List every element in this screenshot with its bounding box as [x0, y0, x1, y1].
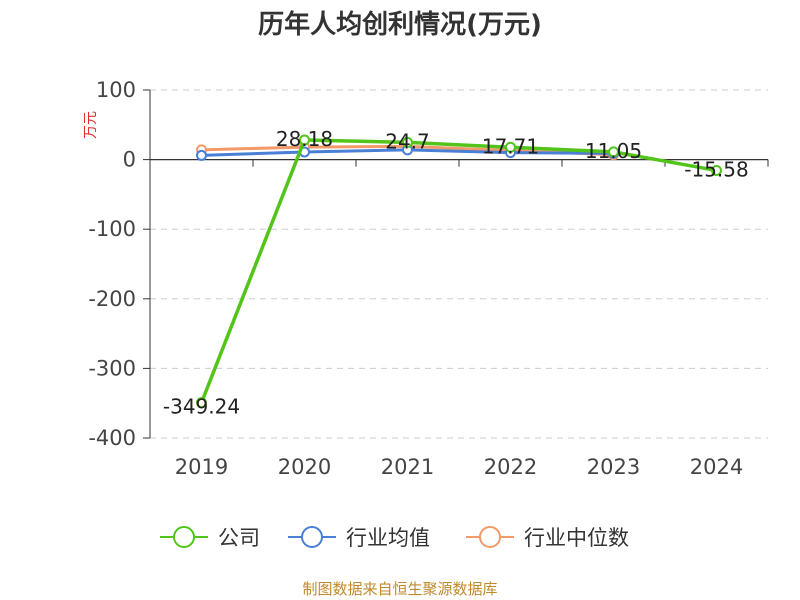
data-label: 24.7	[385, 129, 430, 153]
data-label: 11.05	[585, 139, 642, 163]
source-note: 制图数据来自恒生聚源数据库	[302, 580, 497, 598]
chart-title: 历年人均创利情况(万元)	[258, 9, 542, 40]
legend-label: 行业均值	[346, 526, 430, 550]
y-tick-label: -200	[88, 287, 136, 311]
x-tick-label: 2019	[175, 455, 228, 479]
y-tick-label: -100	[88, 217, 136, 241]
data-label: -349.24	[163, 395, 240, 419]
series	[196, 134, 722, 409]
x-tick-label: 2022	[484, 455, 537, 479]
axes: 100 0 -100 -200 -300 -400 2019 2020 2021 2022 2023…	[88, 78, 769, 479]
x-tick-label: 2021	[381, 455, 434, 479]
data-label: 17.71	[482, 134, 539, 158]
x-tick-label: 2023	[587, 455, 640, 479]
legend: 公司 行业均值 行业中位数	[160, 526, 629, 550]
x-tick-label: 2024	[690, 455, 743, 479]
legend-label: 公司	[218, 526, 260, 550]
y-axis-label: 万元	[83, 111, 99, 139]
x-tick-label: 2020	[278, 455, 331, 479]
y-tick-label: -300	[88, 356, 136, 380]
data-point	[299, 134, 310, 146]
data-point	[196, 149, 207, 161]
legend-item-0: 公司	[160, 526, 260, 550]
legend-item-1: 行业均值	[288, 526, 430, 550]
legend-marker	[301, 526, 323, 548]
data-point	[608, 146, 619, 158]
series-0	[196, 134, 722, 409]
legend-marker	[173, 526, 195, 548]
data-point	[505, 141, 516, 153]
series-line	[199, 138, 719, 405]
data-point	[402, 136, 413, 148]
legend-label: 行业中位数	[524, 526, 629, 550]
y-tick-label: -400	[88, 426, 136, 450]
data-point	[711, 164, 722, 176]
grid	[150, 89, 768, 439]
y-tick-label: 0	[123, 148, 136, 172]
data-point	[196, 397, 207, 409]
legend-item-2: 行业中位数	[466, 526, 629, 550]
legend-marker	[479, 526, 501, 548]
y-tick-label: 100	[96, 78, 136, 102]
data-label: 28.18	[276, 127, 333, 151]
data-label: -15.58	[684, 157, 748, 181]
data-labels: -349.24 28.18 24.7 17.71 11.05 -15.58	[163, 127, 749, 419]
